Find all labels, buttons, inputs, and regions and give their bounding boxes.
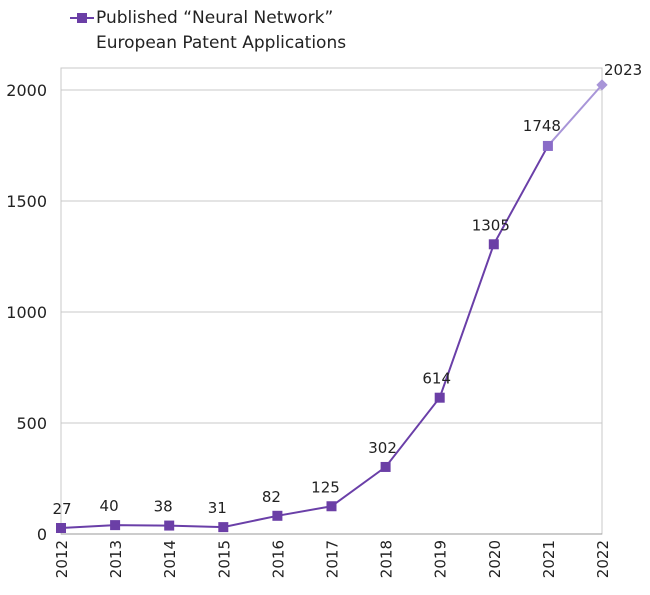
data-point — [272, 510, 283, 521]
x-tick-label: 2019 — [432, 540, 450, 578]
series-line-projected — [547, 84, 603, 147]
data-label: 31 — [208, 499, 227, 517]
x-tick-label: 2017 — [324, 540, 342, 578]
legend-marker-icon — [70, 13, 94, 23]
x-tick-label: 2012 — [53, 540, 71, 578]
x-tick-label: 2018 — [378, 540, 396, 578]
data-label: 2023 — [604, 61, 642, 79]
x-tick-label: 2013 — [107, 540, 125, 578]
data-point — [110, 520, 121, 531]
x-tick-label: 2020 — [486, 540, 504, 578]
data-point — [542, 140, 553, 151]
data-label: 1748 — [523, 117, 561, 135]
y-tick-label: 1500 — [6, 192, 47, 211]
data-label: 27 — [52, 500, 71, 518]
data-point — [488, 239, 499, 250]
x-tick-label: 2014 — [161, 540, 179, 578]
y-tick-label: 2000 — [6, 81, 47, 100]
series-line — [60, 145, 549, 530]
data-label: 82 — [262, 488, 281, 506]
data-label: 1305 — [472, 216, 510, 234]
data-point — [434, 392, 445, 403]
data-label: 125 — [311, 478, 340, 496]
y-tick-label: 0 — [37, 525, 47, 544]
x-tick-label: 2015 — [215, 540, 233, 578]
legend-label: Published “Neural Network” European Pate… — [96, 8, 347, 53]
x-tick-label: 2022 — [594, 540, 612, 578]
data-label: 302 — [368, 439, 397, 457]
data-point — [218, 522, 229, 533]
x-tick-label: 2021 — [540, 540, 558, 578]
data-point — [326, 501, 337, 512]
y-tick-label: 1000 — [6, 303, 47, 322]
legend: Published “Neural Network” European Pate… — [70, 6, 396, 56]
data-label: 38 — [154, 498, 173, 516]
data-point — [380, 461, 391, 472]
data-label: 614 — [422, 370, 451, 388]
plot-frame — [60, 67, 603, 535]
data-point — [56, 523, 66, 534]
x-tick-label: 2016 — [269, 540, 287, 578]
data-label: 40 — [100, 497, 119, 515]
data-point — [164, 520, 175, 531]
y-tick-label: 500 — [16, 414, 47, 433]
